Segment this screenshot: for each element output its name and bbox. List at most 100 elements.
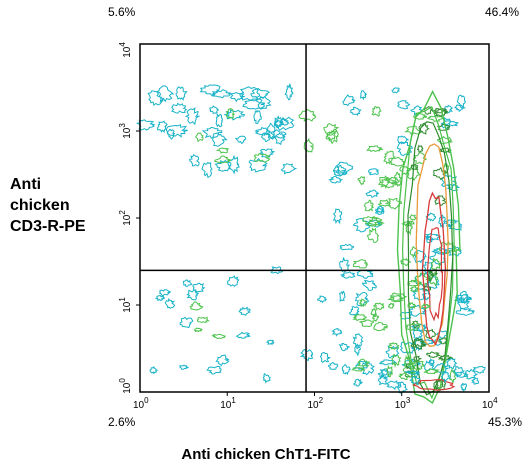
contour-line [154,294,166,302]
contour-line [424,233,441,241]
contour-line [332,208,343,225]
contour-line [410,163,419,171]
contour-line [214,155,232,164]
quadrant-upper-left-percent: 5.6% [108,5,136,19]
contour-line [377,199,391,207]
contour-line [211,333,226,340]
contour-line [378,374,388,386]
contour-line [280,163,298,175]
contour-line [363,199,375,212]
contour-line [353,378,364,387]
contour-line [199,84,221,97]
contour-line [261,133,271,143]
contour-line [405,323,421,333]
contour-line [338,290,346,303]
y-axis-label: Anti chicken CD3-R-PE [10,174,86,237]
contour-layer [135,83,486,404]
contour-line [455,308,475,317]
contour-line [397,372,410,380]
contour-line [352,314,367,322]
contour-line [418,122,431,135]
contour-line [432,166,447,181]
contour-line [158,289,172,297]
contour-line [350,106,362,116]
contour-line [189,301,204,311]
contour-line [354,343,361,357]
contour-line [407,301,417,309]
contour-line [366,227,380,243]
x-tick-label: 101 [220,396,236,411]
contour-line [298,109,317,122]
contour-line [352,333,364,350]
y-tick-label: 103 [118,123,133,139]
contour-line [375,207,385,215]
contour-line [421,191,447,346]
contour-line [373,321,389,332]
contour-line [185,107,201,126]
contour-line [201,161,213,179]
y-tick-label: 102 [118,210,133,226]
contour-line [354,291,370,307]
contour-line [351,367,366,372]
contour-line [358,298,368,308]
contour-line [156,85,175,104]
contour-line [262,372,271,384]
y-axis-label-line: chicken [10,197,70,214]
contour-line [352,259,369,269]
contour-line [238,306,251,316]
contour-line [357,176,366,186]
contour-line [242,98,266,110]
contour-line [358,319,375,328]
contour-line [189,153,200,167]
contour-line [452,366,466,376]
contour-line [239,86,261,102]
contour-line [373,302,385,310]
contour-line [425,328,437,340]
contour-line [215,147,230,154]
x-tick-label: 102 [308,396,324,411]
contour-line [409,285,420,293]
contour-line [186,289,200,301]
contour-line [456,94,467,109]
contour-line [438,337,449,345]
contour-line [434,337,443,346]
contour-line [284,83,294,101]
contour-line [423,368,441,375]
contour-line [317,295,328,304]
contour-line [368,168,380,176]
contour-line [396,100,411,110]
contour-line [328,175,343,184]
contour-line [253,153,271,163]
contour-line [166,128,176,140]
contour-line [422,288,431,301]
contour-line [229,92,245,103]
contour-line [391,353,402,369]
contour-line [378,178,398,189]
contour-line [427,115,444,122]
contour-line [444,104,453,114]
contour-line [175,86,188,101]
x-tick-labels: 100 101 102 103 104 [133,392,498,411]
contour-line [429,272,439,287]
contour-line [447,244,462,257]
contour-line [194,327,204,333]
contour-line [259,148,276,158]
contour-line [356,269,374,279]
contour-line [412,112,428,120]
contour-line [332,164,347,177]
contour-line [388,156,405,167]
contour-line [178,364,190,370]
contour-line [353,360,369,371]
contour-line [170,102,188,114]
contour-line [384,197,403,210]
contour-line [411,359,425,370]
contour-line [215,354,230,367]
contour-line [471,377,480,385]
contour-line [434,363,449,374]
contour-line [372,312,379,322]
contour-line [206,365,222,375]
contour-line [342,94,356,107]
contour-line [409,376,421,386]
contour-line [357,358,371,367]
contour-line [149,365,159,375]
